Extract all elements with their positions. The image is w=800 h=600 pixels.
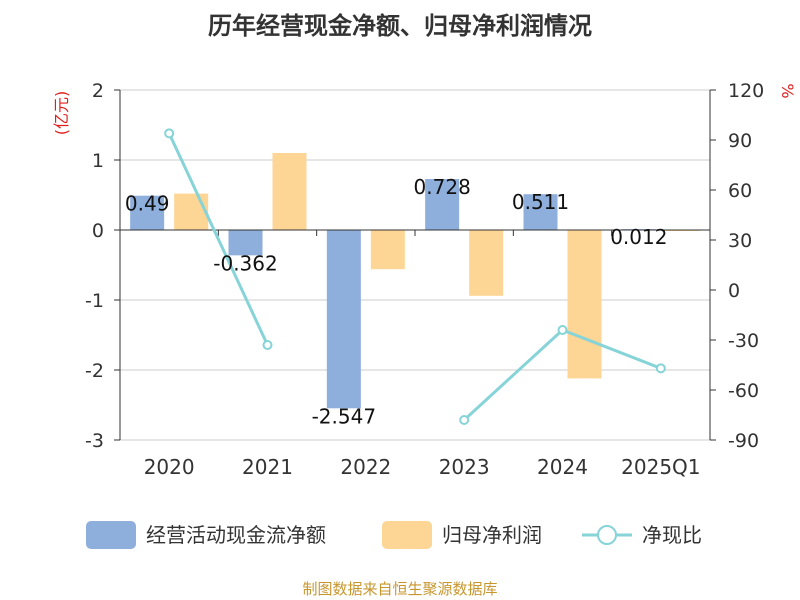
y-right-tick-label: 0 <box>728 280 740 302</box>
y-right-tick-label: -30 <box>728 330 759 352</box>
x-tick-label: 2024 <box>537 455 588 479</box>
legend-marker <box>597 525 617 545</box>
x-tick-label: 2022 <box>340 455 391 479</box>
x-tick-label: 2025Q1 <box>621 455 700 479</box>
y-right-tick-label: 90 <box>728 130 752 152</box>
data-label: -2.547 <box>312 404 376 428</box>
left-axis-unit: (亿元) <box>52 91 71 136</box>
ratio-point <box>459 415 470 425</box>
bar-layer <box>130 153 700 409</box>
legend-label: 归母净利润 <box>442 523 542 547</box>
data-label: -0.362 <box>213 251 277 275</box>
ratio-point <box>557 325 568 335</box>
x-tick-label: 2020 <box>144 455 195 479</box>
bar-profit <box>370 230 405 270</box>
y-left-tick-label: 2 <box>92 80 104 102</box>
ratio-point <box>655 363 666 374</box>
grid-layer <box>120 89 710 441</box>
y-left-tick-label: -1 <box>85 290 104 312</box>
data-label: 0.511 <box>512 190 569 214</box>
right-axis-unit: % <box>778 83 797 98</box>
y-right-tick-label: 60 <box>728 180 752 202</box>
bar-cashflow <box>130 195 165 230</box>
legend: 经营活动现金流净额 归母净利润 净现比 <box>86 521 702 549</box>
bar-cashflow <box>425 179 460 230</box>
data-label: 0.728 <box>414 175 471 199</box>
legend-label: 经营活动现金流净额 <box>146 523 326 547</box>
y-right-tick-label: -60 <box>728 380 759 402</box>
data-label: 0.49 <box>125 192 170 216</box>
x-tick-label: 2021 <box>242 455 293 479</box>
legend-label: 净现比 <box>642 523 702 547</box>
data-label: 0.012 <box>610 225 667 249</box>
y-left-tick-label: 0 <box>92 220 104 242</box>
ratio-point <box>262 340 273 350</box>
y-left-tick-label: -2 <box>85 360 104 382</box>
y-left-tick-label: 1 <box>92 150 104 172</box>
y-left-tick-label: -3 <box>85 430 104 452</box>
legend-swatch <box>86 521 136 549</box>
source-note: 制图数据来自恒生聚源数据库 <box>302 580 497 598</box>
ratio-line <box>463 328 662 422</box>
bar-profit <box>174 193 209 230</box>
line-layer <box>164 128 666 425</box>
x-tick-label: 2023 <box>439 455 490 479</box>
bar-cashflow <box>523 194 558 230</box>
y-right-tick-label: 30 <box>728 230 752 252</box>
axis-layer: 2 1 0 -1 -2 -3 120 90 60 30 0 -30 -60 -90 2020 2021 2022… <box>85 80 764 479</box>
bar-profit <box>272 153 307 230</box>
ratio-line <box>167 132 269 346</box>
bar-profit <box>469 230 504 296</box>
ratio-point <box>164 128 175 139</box>
chart-title: 历年经营现金净额、归母净利润情况 <box>208 12 592 40</box>
bar-profit <box>567 230 602 379</box>
label-layer: 0.49 -0.362 -2.547 0.728 0.511 0.012 <box>125 175 668 428</box>
y-right-tick-label: -90 <box>728 430 759 452</box>
bar-cashflow <box>326 230 361 409</box>
bar-cashflow <box>228 230 263 256</box>
legend-swatch <box>382 521 432 549</box>
y-right-tick-label: 120 <box>728 80 764 102</box>
